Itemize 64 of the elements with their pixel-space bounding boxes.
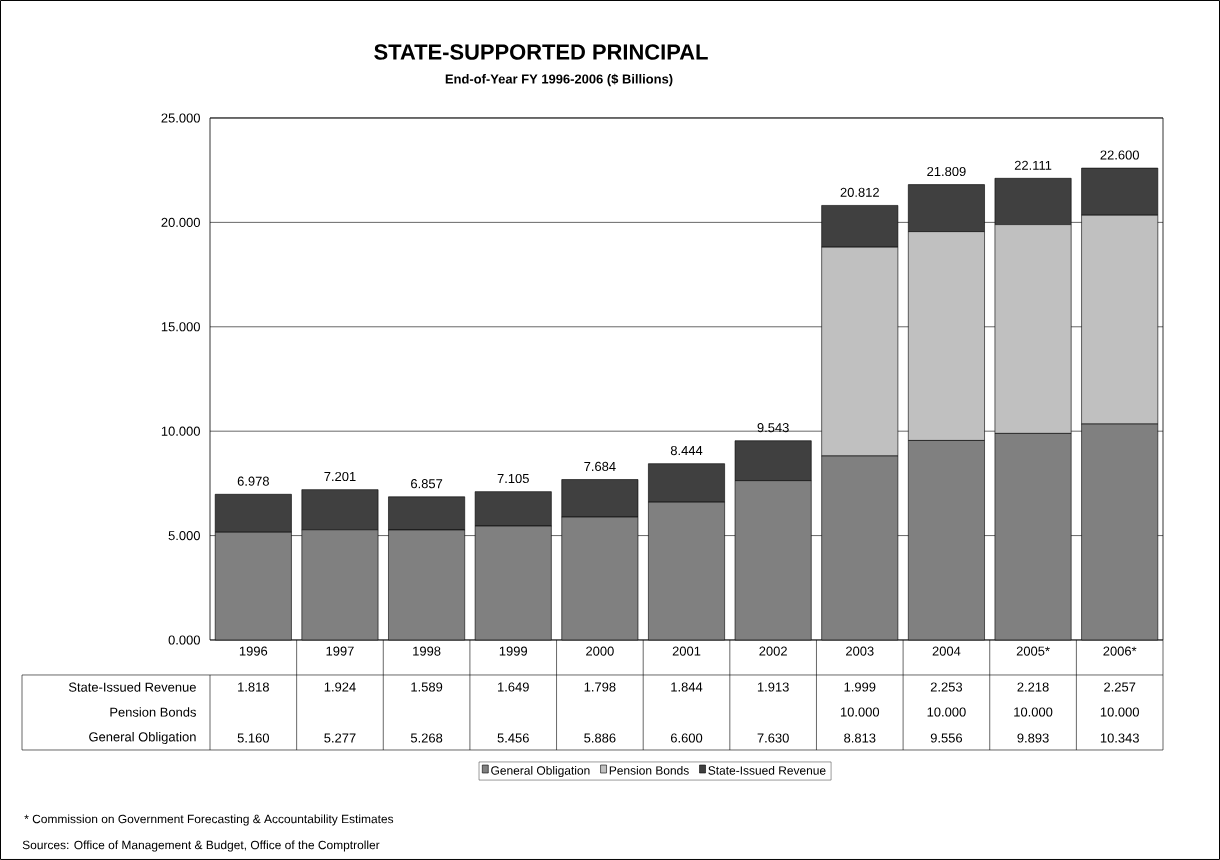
legend-label: Pension Bonds	[609, 765, 689, 775]
data-label: 5.277	[324, 733, 356, 743]
data-label: 9.556	[930, 733, 963, 743]
data-label: 1.999	[844, 682, 876, 692]
data-label: 5.268	[410, 733, 443, 743]
total-label: 7.684	[584, 461, 616, 472]
y-tick-label: 15.000	[161, 322, 200, 332]
chart-subtitle: End-of-Year FY 1996-2006 ($ Billions)	[445, 73, 673, 87]
total-label: 9.543	[757, 423, 789, 433]
x-tick-label: 2001	[672, 646, 701, 656]
total-label: 6.857	[411, 479, 443, 489]
legend-label: General Obligation	[491, 765, 590, 778]
chart-title: STATE-SUPPORTED PRINCIPAL	[374, 44, 708, 60]
x-tick-label: 2005*	[1016, 646, 1050, 656]
total-label: 20.812	[840, 187, 879, 197]
x-tick-label: 2003	[846, 646, 874, 656]
data-label: 5.886	[584, 733, 616, 743]
data-label: 2.218	[1017, 682, 1049, 692]
y-tick-label: 5.000	[168, 531, 200, 541]
data-label: 10.000	[840, 707, 880, 717]
y-tick-label: 20.000	[161, 217, 200, 227]
data-label: 6.600	[670, 733, 703, 743]
x-tick-label: 1996	[239, 646, 268, 656]
text: * Commission on Government Forecasting & Accountability Estimates	[24, 814, 394, 826]
data-label: 8.813	[844, 733, 876, 743]
text: Pension Bonds	[110, 707, 196, 717]
data-label: 2.253	[930, 682, 963, 692]
x-tick-label: 1998	[413, 646, 441, 656]
x-tick-label: 2006*	[1103, 646, 1137, 656]
data-label: 1.844	[671, 682, 703, 692]
x-tick-label: 1999	[499, 646, 528, 656]
legend-label: State-Issued Revenue	[708, 765, 826, 775]
total-label: 21.809	[927, 166, 966, 177]
x-tick-label: 2002	[759, 646, 787, 656]
x-tick-label: 2004	[932, 646, 961, 656]
data-label: 10.000	[1014, 707, 1053, 717]
total-label: 22.600	[1100, 150, 1139, 160]
source-note: Sources: Office of Management & Budget, Office of the Comptroller	[22, 840, 380, 852]
x-tick-label: 2000	[586, 646, 614, 656]
total-label: 22.111	[1014, 160, 1052, 170]
data-label: 10.000	[1100, 707, 1139, 717]
y-tick-label: 10.000	[161, 426, 200, 436]
data-label: 5.456	[497, 733, 529, 743]
data-label: 1.924	[324, 682, 356, 692]
text: General Obligation	[89, 731, 196, 745]
data-label: 1.913	[757, 682, 789, 692]
total-label: 6.978	[237, 476, 269, 486]
y-tick-label: 0.000	[168, 635, 200, 645]
data-label: 5.160	[237, 733, 270, 743]
x-tick-label: 1997	[326, 646, 354, 656]
data-label: 1.818	[238, 682, 269, 692]
data-label: 2.257	[1104, 682, 1136, 692]
text: State-Issued Revenue	[68, 682, 196, 692]
total-label: 7.201	[324, 471, 356, 482]
data-label: 9.893	[1017, 733, 1049, 743]
data-label: 1.589	[411, 682, 443, 692]
total-label: 7.105	[497, 473, 529, 484]
data-label: 7.630	[757, 733, 789, 743]
data-label: 1.649	[498, 682, 529, 692]
data-label: 10.343	[1100, 733, 1139, 743]
total-label: 8.444	[670, 445, 703, 456]
data-label: 1.798	[584, 682, 616, 692]
data-label: 10.000	[927, 707, 966, 717]
y-tick-label: 25.000	[161, 113, 200, 123]
